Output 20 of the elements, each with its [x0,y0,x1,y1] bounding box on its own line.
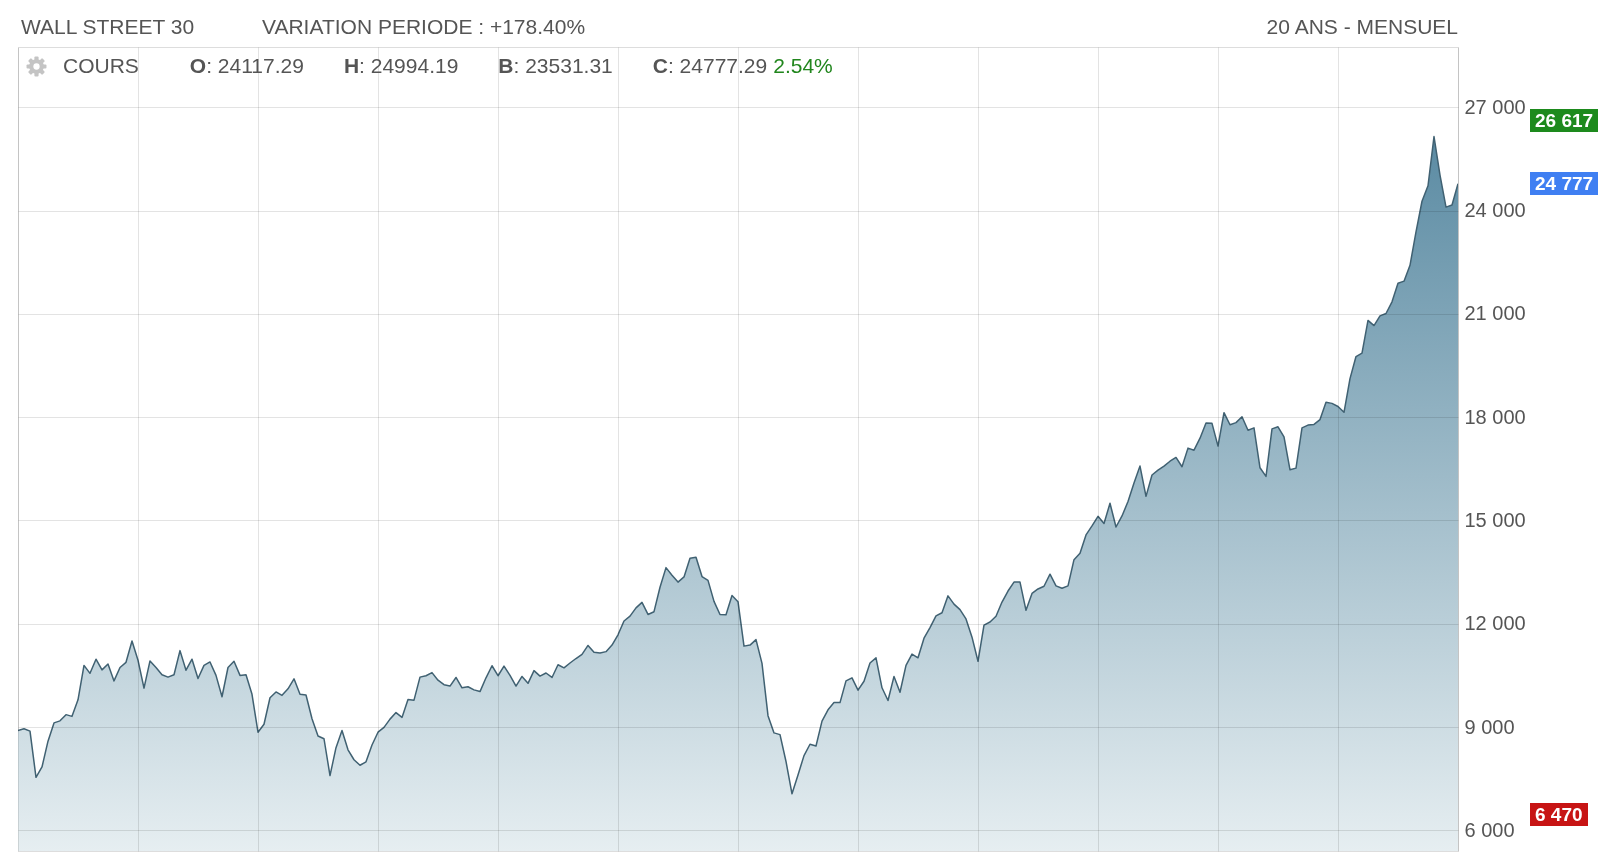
y-tick-label: 27 000 [1464,95,1526,118]
text: 6 470 [1530,802,1588,826]
y-tick-label: 12 000 [1464,612,1526,635]
y-tick-label: 18 000 [1464,405,1526,428]
y-tick-label: 6 000 [1464,818,1515,841]
text: 24 777 [1530,172,1599,196]
y-tick-label: 9 000 [1464,715,1515,738]
y-tick-label: 15 000 [1464,508,1526,531]
annotation: COURS [63,53,139,79]
annotation: B: 23531.31 [498,53,613,79]
text: 26 617 [1530,108,1599,132]
annotation: H: 24994.19 [343,53,459,79]
annotation: 2.54% [773,53,833,79]
chart-title: WALL STREET 30 [21,14,195,40]
annotation: O: 24117.29 [189,53,304,79]
chart-subtitle: VARIATION PERIODE : +178.40% [262,14,586,40]
annotation: C: 24777.29 [652,53,768,79]
y-tick-label: 24 000 [1464,199,1526,222]
text: 20 ANS - MENSUEL [1266,14,1458,40]
y-tick-label: 21 000 [1464,302,1526,325]
